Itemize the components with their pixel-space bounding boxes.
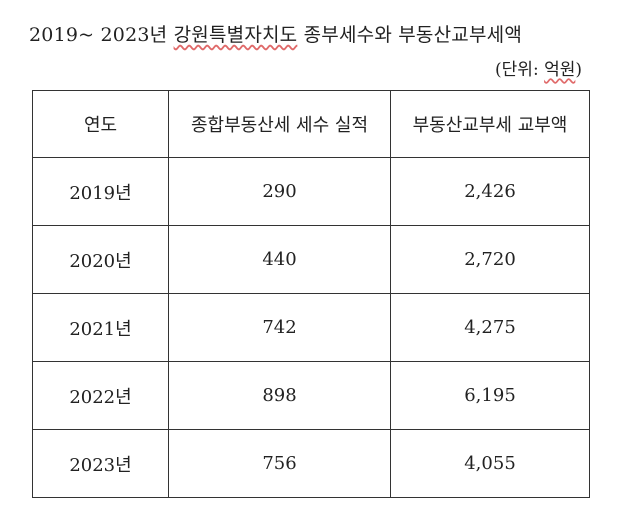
title-prefix: 2019~ 2023년 <box>29 24 174 46</box>
header-tax-revenue: 종합부동산세 세수 실적 <box>168 90 391 158</box>
title-suffix: 종부세수와 부동산교부세액 <box>297 24 522 46</box>
unit-label: (단위: 억원) <box>495 55 582 80</box>
cell-grant-amount: 4,275 <box>390 293 590 362</box>
cell-tax-revenue: 898 <box>168 361 391 430</box>
cell-year: 2022년 <box>32 361 169 430</box>
cell-year: 2019년 <box>32 157 169 226</box>
table-row: 2020년 440 2,720 <box>32 225 590 294</box>
cell-grant-amount: 4,055 <box>390 429 590 498</box>
unit-highlight: 억원 <box>544 60 576 80</box>
table-row: 2022년 898 6,195 <box>32 361 590 430</box>
unit-open: (단위: <box>495 60 545 80</box>
cell-tax-revenue: 756 <box>168 429 391 498</box>
table-row: 2021년 742 4,275 <box>32 293 590 362</box>
cell-year: 2020년 <box>32 225 169 294</box>
header-grant-amount: 부동산교부세 교부액 <box>390 90 590 158</box>
document-title: 2019~ 2023년 강원특별자치도 종부세수와 부동산교부세액 <box>29 20 522 47</box>
cell-year: 2021년 <box>32 293 169 362</box>
cell-year: 2023년 <box>32 429 169 498</box>
cell-grant-amount: 2,426 <box>390 157 590 226</box>
table-row: 2023년 756 4,055 <box>32 429 590 498</box>
title-highlight: 강원특별자치도 <box>173 24 298 46</box>
cell-tax-revenue: 290 <box>168 157 391 226</box>
header-year: 연도 <box>32 90 169 158</box>
cell-grant-amount: 6,195 <box>390 361 590 430</box>
cell-grant-amount: 2,720 <box>390 225 590 294</box>
table-header-row: 연도 종합부동산세 세수 실적 부동산교부세 교부액 <box>32 90 590 158</box>
cell-tax-revenue: 440 <box>168 225 391 294</box>
data-table: 연도 종합부동산세 세수 실적 부동산교부세 교부액 2019년 290 2,4… <box>32 90 590 498</box>
table-row: 2019년 290 2,426 <box>32 157 590 226</box>
unit-close: ) <box>575 60 582 80</box>
cell-tax-revenue: 742 <box>168 293 391 362</box>
